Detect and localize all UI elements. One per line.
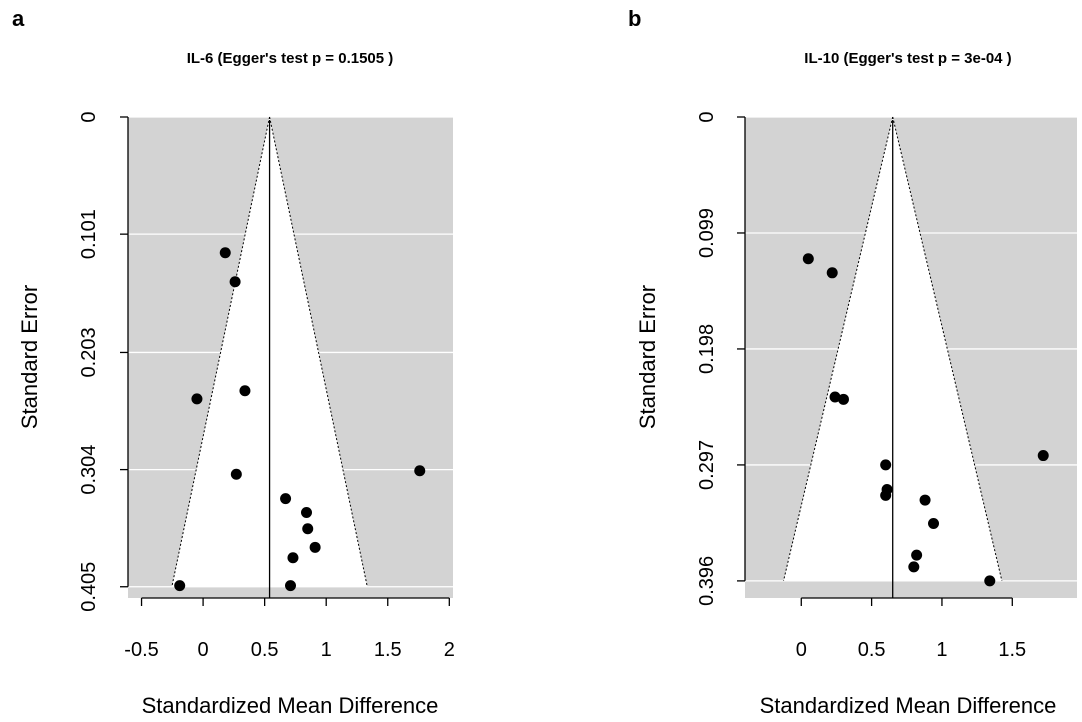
study-point-12: [984, 575, 996, 587]
study-point-2: [829, 391, 841, 403]
x-tick-label-1: 0.5: [858, 639, 886, 661]
study-point-5: [414, 465, 426, 477]
study-point-2: [191, 393, 203, 405]
y-axis-label: Standard Error: [17, 285, 42, 429]
study-point-10: [287, 552, 299, 564]
study-point-6: [280, 493, 292, 505]
study-point-5: [1037, 450, 1049, 462]
study-point-4: [880, 459, 892, 471]
y-tick-label-4: 0.396: [696, 556, 718, 606]
funnel-right-limit: [892, 116, 1003, 582]
study-point-3: [239, 385, 251, 397]
study-point-1: [826, 267, 838, 279]
funnel-left-limit: [783, 116, 894, 582]
study-point-7: [880, 489, 892, 501]
study-point-0: [802, 253, 814, 265]
study-point-9: [309, 541, 321, 553]
y-tick-label-3: 0.304: [78, 445, 100, 495]
study-point-11: [908, 561, 920, 573]
study-point-0: [219, 247, 231, 259]
study-point-12: [174, 580, 186, 592]
x-tick-label-3: 1.5: [998, 639, 1026, 661]
x-tick-label-5: 2: [444, 639, 455, 661]
study-point-7: [301, 507, 313, 519]
x-tick-label-4: 1.5: [374, 639, 402, 661]
x-tick-label-0: -0.5: [124, 639, 158, 661]
panel-a-il6-funnel-plot: a IL-6 (Egger's test p = 0.1505 ) 0 0.101 0.…: [12, 6, 455, 718]
panel-letter: b: [628, 6, 641, 31]
x-tick-label-2: 0.5: [251, 639, 279, 661]
study-point-3: [837, 393, 849, 405]
y-axis-label: Standard Error: [635, 285, 660, 429]
y-tick-label-2: 0.203: [78, 327, 100, 377]
study-point-8: [302, 523, 314, 535]
chart-title: IL-6 (Egger's test p = 0.1505 ): [187, 50, 394, 67]
study-point-4: [230, 468, 242, 480]
study-point-10: [911, 549, 923, 561]
y-tick-label-4: 0.405: [78, 562, 100, 612]
x-tick-label-0: 0: [796, 639, 807, 661]
x-tick-label-1: 0: [198, 639, 209, 661]
panel-b-il10-funnel-plot: b IL-10 (Egger's test p = 3e-04 ) 0 0.099 0.…: [628, 6, 1077, 718]
y-tick-label-2: 0.198: [696, 324, 718, 374]
study-point-1: [229, 276, 241, 288]
y-tick-label-1: 0.101: [78, 209, 100, 259]
y-tick-label-0: 0: [696, 111, 718, 122]
x-tick-label-3: 1: [321, 639, 332, 661]
chart-title: IL-10 (Egger's test p = 3e-04 ): [804, 50, 1011, 67]
study-point-9: [928, 517, 940, 529]
study-point-8: [919, 494, 931, 506]
study-point-11: [285, 580, 296, 592]
y-tick-label-1: 0.099: [696, 208, 718, 258]
x-tick-label-2: 1: [936, 639, 947, 661]
y-tick-label-0: 0: [78, 111, 100, 122]
x-axis-label: Standardized Mean Difference: [142, 693, 439, 718]
panel-letter: a: [12, 6, 25, 31]
x-axis-label: Standardized Mean Difference: [760, 693, 1057, 718]
y-tick-label-3: 0.297: [696, 440, 718, 490]
